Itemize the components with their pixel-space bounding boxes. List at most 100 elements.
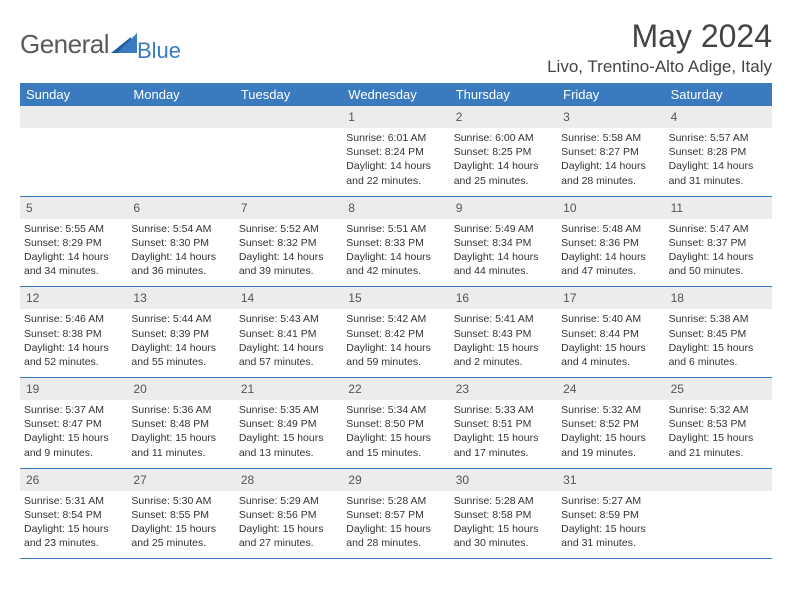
daynum-row: 2 [450,106,557,128]
daynum-row: . [665,469,772,491]
day-number: 18 [671,291,684,305]
calendar: SundayMondayTuesdayWednesdayThursdayFrid… [20,83,772,559]
daylight-line: Daylight: 14 hours and 59 minutes. [346,341,445,369]
sunrise-line: Sunrise: 5:36 AM [131,403,230,417]
daylight-line: Daylight: 14 hours and 28 minutes. [561,159,660,187]
day-cell: 14Sunrise: 5:43 AMSunset: 8:41 PMDayligh… [235,287,342,377]
day-number: 10 [563,201,576,215]
sunrise-line: Sunrise: 5:32 AM [669,403,768,417]
daynum-row: . [127,106,234,128]
daynum-row: 15 [342,287,449,309]
sunrise-line: Sunrise: 5:32 AM [561,403,660,417]
day-number: 17 [563,291,576,305]
daynum-row: 19 [20,378,127,400]
logo-text-blue: Blue [137,38,181,64]
daylight-line: Daylight: 15 hours and 13 minutes. [239,431,338,459]
day-cell: 3Sunrise: 5:58 AMSunset: 8:27 PMDaylight… [557,106,664,196]
sunrise-line: Sunrise: 5:49 AM [454,222,553,236]
daynum-row: 26 [20,469,127,491]
sunrise-line: Sunrise: 5:57 AM [669,131,768,145]
daylight-line: Daylight: 14 hours and 50 minutes. [669,250,768,278]
day-cell: 29Sunrise: 5:28 AMSunset: 8:57 PMDayligh… [342,469,449,559]
sunset-line: Sunset: 8:52 PM [561,417,660,431]
sunset-line: Sunset: 8:32 PM [239,236,338,250]
day-cell: 10Sunrise: 5:48 AMSunset: 8:36 PMDayligh… [557,197,664,287]
sunset-line: Sunset: 8:25 PM [454,145,553,159]
logo-triangle-icon [111,31,137,58]
day-number: 25 [671,382,684,396]
day-number: 11 [671,201,683,215]
sunset-line: Sunset: 8:57 PM [346,508,445,522]
daynum-row: 20 [127,378,234,400]
sunset-line: Sunset: 8:37 PM [669,236,768,250]
logo-text-general: General [20,29,109,60]
sunrise-line: Sunrise: 5:48 AM [561,222,660,236]
day-cell: 4Sunrise: 5:57 AMSunset: 8:28 PMDaylight… [665,106,772,196]
sunrise-line: Sunrise: 5:29 AM [239,494,338,508]
daylight-line: Daylight: 15 hours and 21 minutes. [669,431,768,459]
daylight-line: Daylight: 14 hours and 52 minutes. [24,341,123,369]
sunset-line: Sunset: 8:29 PM [24,236,123,250]
day-cell: 26Sunrise: 5:31 AMSunset: 8:54 PMDayligh… [20,469,127,559]
weekday-header: SundayMondayTuesdayWednesdayThursdayFrid… [20,83,772,106]
sunset-line: Sunset: 8:49 PM [239,417,338,431]
daynum-row: 28 [235,469,342,491]
daynum-row: . [20,106,127,128]
daynum-row: 14 [235,287,342,309]
daylight-line: Daylight: 14 hours and 39 minutes. [239,250,338,278]
day-cell: 20Sunrise: 5:36 AMSunset: 8:48 PMDayligh… [127,378,234,468]
week-row: 12Sunrise: 5:46 AMSunset: 8:38 PMDayligh… [20,287,772,378]
daynum-row: 18 [665,287,772,309]
sunset-line: Sunset: 8:39 PM [131,327,230,341]
day-cell: 27Sunrise: 5:30 AMSunset: 8:55 PMDayligh… [127,469,234,559]
sunset-line: Sunset: 8:56 PM [239,508,338,522]
day-cell: 24Sunrise: 5:32 AMSunset: 8:52 PMDayligh… [557,378,664,468]
day-number: 28 [241,473,254,487]
day-number: 30 [456,473,469,487]
day-cell: 28 Sunrise: 5:29 AMSunset: 8:56 PMDayligh… [235,469,342,559]
day-number: 3 [563,110,570,124]
sunrise-line: Sunrise: 5:37 AM [24,403,123,417]
day-cell: 1Sunrise: 6:01 AMSunset: 8:24 PMDaylight… [342,106,449,196]
weeks-container: ...1Sunrise: 6:01 AMSunset: 8:24 PMDayli… [20,106,772,559]
daylight-line: Daylight: 15 hours and 27 minutes. [239,522,338,550]
weekday-label: Saturday [665,83,772,106]
daylight-line: Daylight: 14 hours and 22 minutes. [346,159,445,187]
day-cell: 15Sunrise: 5:42 AMSunset: 8:42 PMDayligh… [342,287,449,377]
day-number: 6 [133,201,140,215]
day-number: 14 [241,291,254,305]
daynum-row: 3 [557,106,664,128]
sunset-line: Sunset: 8:44 PM [561,327,660,341]
day-cell: 16Sunrise: 5:41 AMSunset: 8:43 PMDayligh… [450,287,557,377]
daynum-row: 1 [342,106,449,128]
sunrise-line: Sunrise: 5:28 AM [454,494,553,508]
day-number: 20 [133,382,146,396]
sunset-line: Sunset: 8:48 PM [131,417,230,431]
daynum-row: 4 [665,106,772,128]
sunset-line: Sunset: 8:59 PM [561,508,660,522]
logo: General Blue [20,24,181,64]
empty-cell: . [235,106,342,196]
sunset-line: Sunset: 8:34 PM [454,236,553,250]
daylight-line: Daylight: 14 hours and 44 minutes. [454,250,553,278]
sunset-line: Sunset: 8:30 PM [131,236,230,250]
sunset-line: Sunset: 8:58 PM [454,508,553,522]
day-cell: 5Sunrise: 5:55 AMSunset: 8:29 PMDaylight… [20,197,127,287]
day-cell: 2Sunrise: 6:00 AMSunset: 8:25 PMDaylight… [450,106,557,196]
sunrise-line: Sunrise: 6:00 AM [454,131,553,145]
weekday-label: Monday [127,83,234,106]
daynum-row: 23 [450,378,557,400]
daynum-row: 6 [127,197,234,219]
sunrise-line: Sunrise: 5:42 AM [346,312,445,326]
daynum-row: 22 [342,378,449,400]
daynum-row: 8 [342,197,449,219]
day-cell: 18Sunrise: 5:38 AMSunset: 8:45 PMDayligh… [665,287,772,377]
sunset-line: Sunset: 8:53 PM [669,417,768,431]
sunset-line: Sunset: 8:27 PM [561,145,660,159]
day-cell: 19Sunrise: 5:37 AMSunset: 8:47 PMDayligh… [20,378,127,468]
week-row: 5Sunrise: 5:55 AMSunset: 8:29 PMDaylight… [20,197,772,288]
sunrise-line: Sunrise: 5:28 AM [346,494,445,508]
day-number: 23 [456,382,469,396]
daylight-line: Daylight: 15 hours and 31 minutes. [561,522,660,550]
day-number: 29 [348,473,361,487]
